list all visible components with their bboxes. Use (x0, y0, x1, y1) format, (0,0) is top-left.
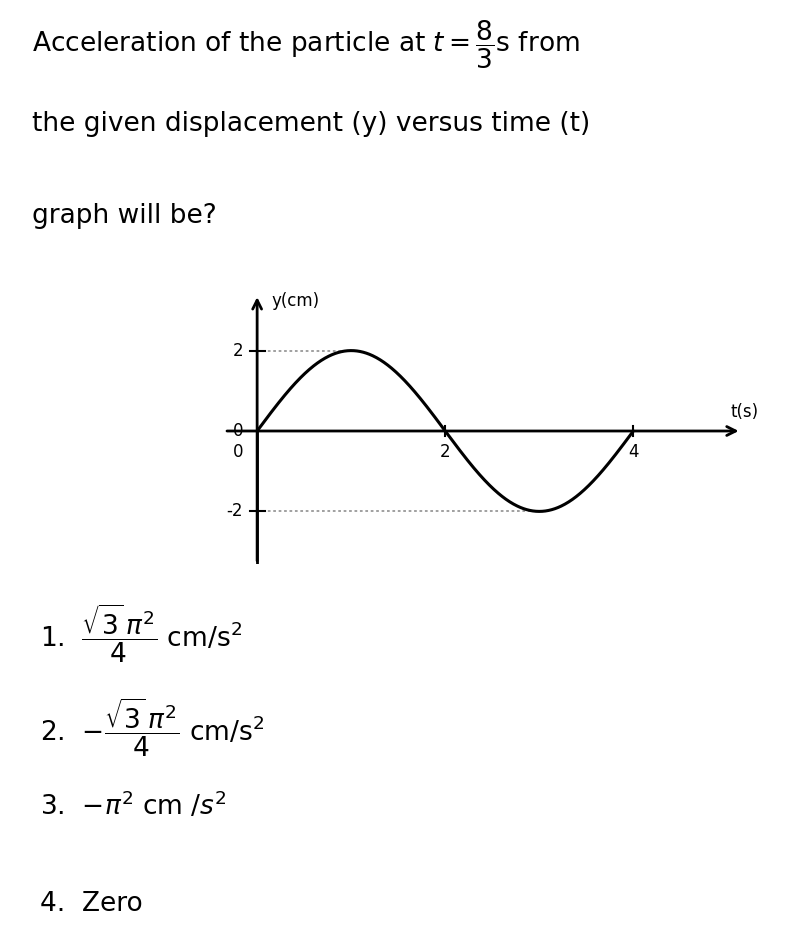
Text: 3.  $-\pi^2$ cm $/s^2$: 3. $-\pi^2$ cm $/s^2$ (40, 790, 226, 821)
Text: the given displacement (y) versus time (t): the given displacement (y) versus time (… (32, 111, 591, 137)
Text: 2.  $-\dfrac{\sqrt{3}\,\pi^2}{4}$ cm/s$^2$: 2. $-\dfrac{\sqrt{3}\,\pi^2}{4}$ cm/s$^2… (40, 696, 264, 758)
Text: 4.  Zero: 4. Zero (40, 891, 143, 917)
Text: graph will be?: graph will be? (32, 204, 217, 229)
Text: 1.  $\dfrac{\sqrt{3}\,\pi^2}{4}$ cm/s$^2$: 1. $\dfrac{\sqrt{3}\,\pi^2}{4}$ cm/s$^2$ (40, 601, 242, 665)
Text: Acceleration of the particle at $t = \dfrac{8}{3}$s from: Acceleration of the particle at $t = \df… (32, 19, 580, 71)
